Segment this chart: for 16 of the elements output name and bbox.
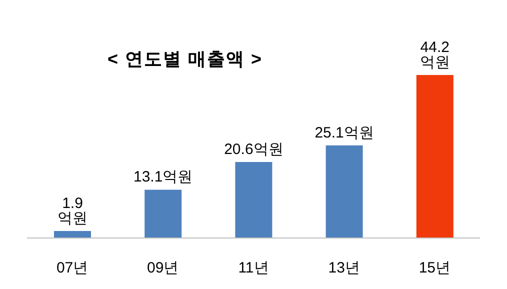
data-label: 25.1억원 [314, 124, 374, 142]
x-tick-label: 13년 [328, 260, 360, 277]
x-tick-label: 09년 [147, 260, 179, 277]
x-tick-label: 07년 [56, 260, 88, 277]
bar [326, 145, 363, 238]
data-label: 20.6억원 [224, 141, 284, 158]
bar [54, 230, 91, 238]
data-label: 1.9 억원 [58, 194, 88, 227]
bar [416, 75, 454, 238]
bar [144, 190, 182, 238]
bar [235, 162, 272, 238]
data-label: 13.1억원 [134, 168, 193, 186]
chart-title: < 연도별 매출액 > [106, 48, 264, 71]
x-tick-label: 11년 [238, 260, 269, 277]
x-tick-label: 15년 [418, 260, 451, 277]
data-label: 44.2 억원 [420, 39, 450, 71]
